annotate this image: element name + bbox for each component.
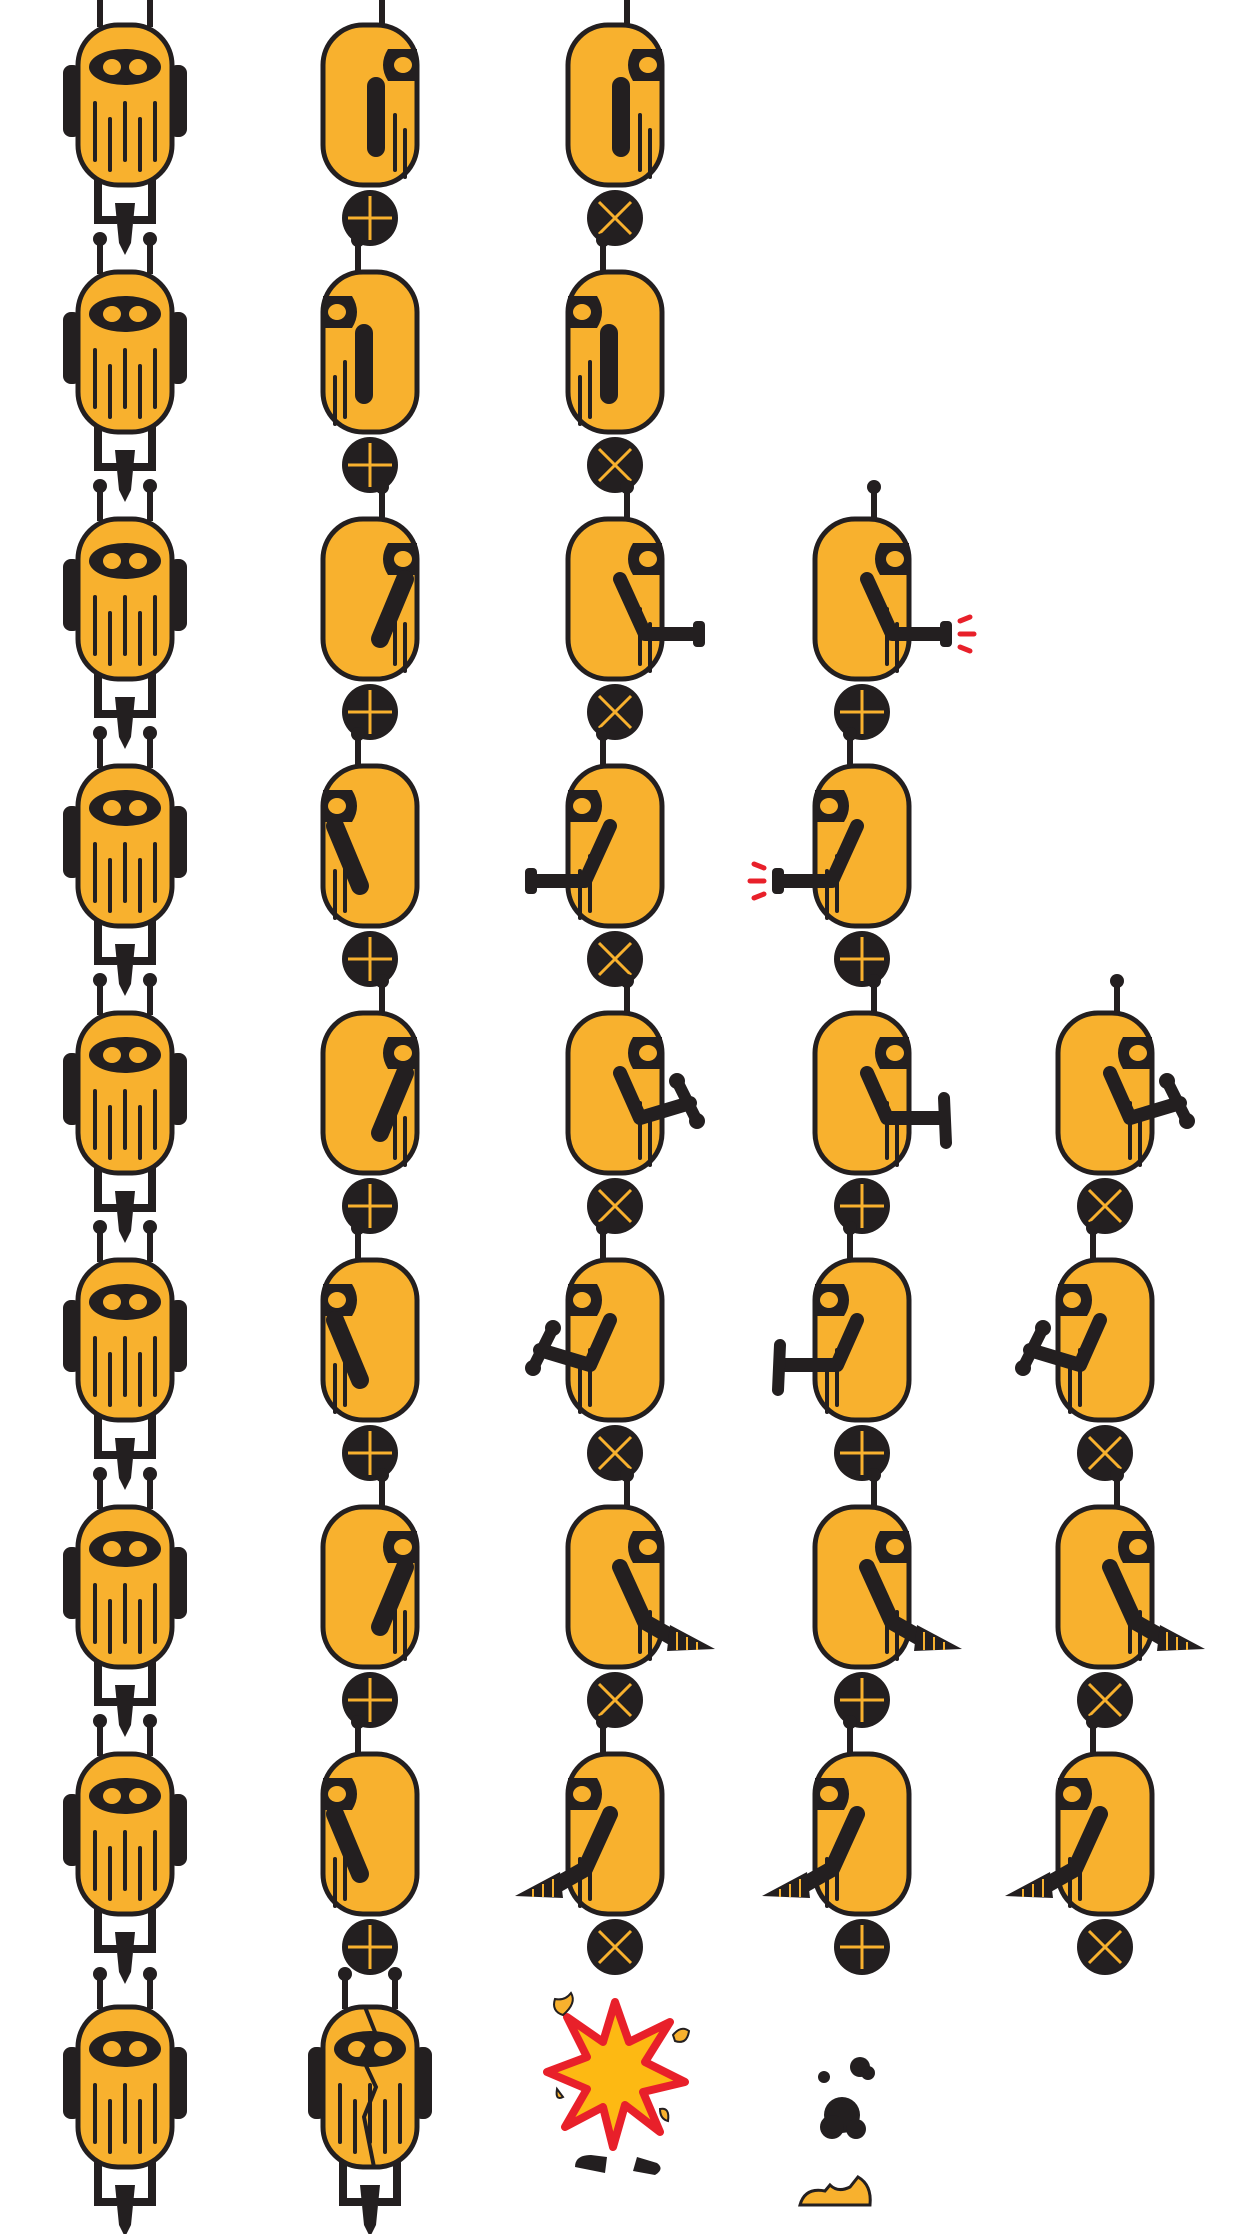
wheel-plus-icon	[832, 1176, 892, 1236]
sprite-frame-side	[778, 1221, 909, 1483]
sprite-frame-front	[63, 232, 187, 502]
sprite-frame-side	[525, 1221, 662, 1483]
wheel-x-icon	[1075, 1670, 1135, 1730]
sprite-frame-front	[63, 1967, 187, 2234]
sprite-frame-side	[525, 727, 662, 989]
wheel-plus-icon	[340, 682, 400, 742]
arm-down-icon	[355, 324, 373, 404]
wheel-plus-icon	[832, 682, 892, 742]
sprite-frame-front	[63, 0, 187, 255]
sprite-frame-side	[323, 480, 417, 742]
sprite-frame-front	[63, 726, 187, 996]
sprite-frame-front	[63, 479, 187, 749]
wheel-x-icon	[585, 682, 645, 742]
wheel-x-icon	[585, 1176, 645, 1236]
sprite-frame-side	[815, 974, 946, 1236]
sprite-frame-side	[1058, 974, 1195, 1236]
sprite-frame-side	[323, 0, 417, 248]
sprite-frame-side	[815, 480, 974, 742]
sprite-frame-side	[568, 480, 705, 742]
sprite-frame-side	[762, 1715, 909, 1977]
wheel-plus-icon	[832, 929, 892, 989]
arm-down-icon	[600, 324, 618, 404]
sprite-frame-front	[63, 1220, 187, 1490]
wheel-x-icon	[585, 188, 645, 248]
arm-down-icon	[612, 77, 630, 157]
sprite-frame-front	[63, 1714, 187, 1984]
wheel-x-icon	[585, 1423, 645, 1483]
sprite-frame-side	[323, 233, 417, 495]
sprite-frame-side	[515, 1715, 662, 1977]
wheel-plus-icon	[832, 1423, 892, 1483]
wheel-x-icon	[585, 929, 645, 989]
sprite-frame-side	[568, 0, 662, 248]
wheel-plus-icon	[340, 1176, 400, 1236]
wheel-plus-icon	[340, 1423, 400, 1483]
wheel-x-icon	[585, 1670, 645, 1730]
wheel-plus-icon	[340, 929, 400, 989]
frames-layer	[63, 0, 1205, 2234]
wheel-plus-icon	[340, 1917, 400, 1977]
wheel-plus-icon	[832, 1917, 892, 1977]
wheel-plus-icon	[340, 435, 400, 495]
sprite-frame-side	[323, 1221, 417, 1483]
sprite-frame-front	[63, 973, 187, 1243]
sprite-frame-side	[568, 974, 705, 1236]
sprite-frame-side	[568, 233, 662, 495]
sprite-frame-side	[323, 727, 417, 989]
sprite-frame-side	[1005, 1715, 1152, 1977]
sprite-frame-side	[815, 1468, 962, 1730]
sprite-frame-debris	[798, 2055, 877, 2207]
wheel-plus-icon	[340, 1670, 400, 1730]
sprite-frame-side	[750, 727, 909, 989]
sprite-frame-side	[1015, 1221, 1152, 1483]
crack-mark	[359, 2006, 379, 2168]
sprite-frame-side	[568, 1468, 715, 1730]
arm-down-icon	[367, 77, 385, 157]
sprite-frame-side	[323, 974, 417, 1236]
sprite-frame-side	[1058, 1468, 1205, 1730]
sprite-frame-front-cracked	[308, 1967, 432, 2234]
wheel-x-icon	[1075, 1423, 1135, 1483]
wheel-x-icon	[585, 1917, 645, 1977]
wheel-x-icon	[585, 435, 645, 495]
sprite-frame-front	[63, 1467, 187, 1737]
wheel-x-icon	[1075, 1917, 1135, 1977]
wheel-x-icon	[1075, 1176, 1135, 1236]
wheel-plus-icon	[340, 188, 400, 248]
wheel-plus-icon	[832, 1670, 892, 1730]
sprite-frame-side	[323, 1715, 417, 1977]
sprite-frame-side	[323, 1468, 417, 1730]
sprite-frame-explosion	[547, 1993, 689, 2175]
